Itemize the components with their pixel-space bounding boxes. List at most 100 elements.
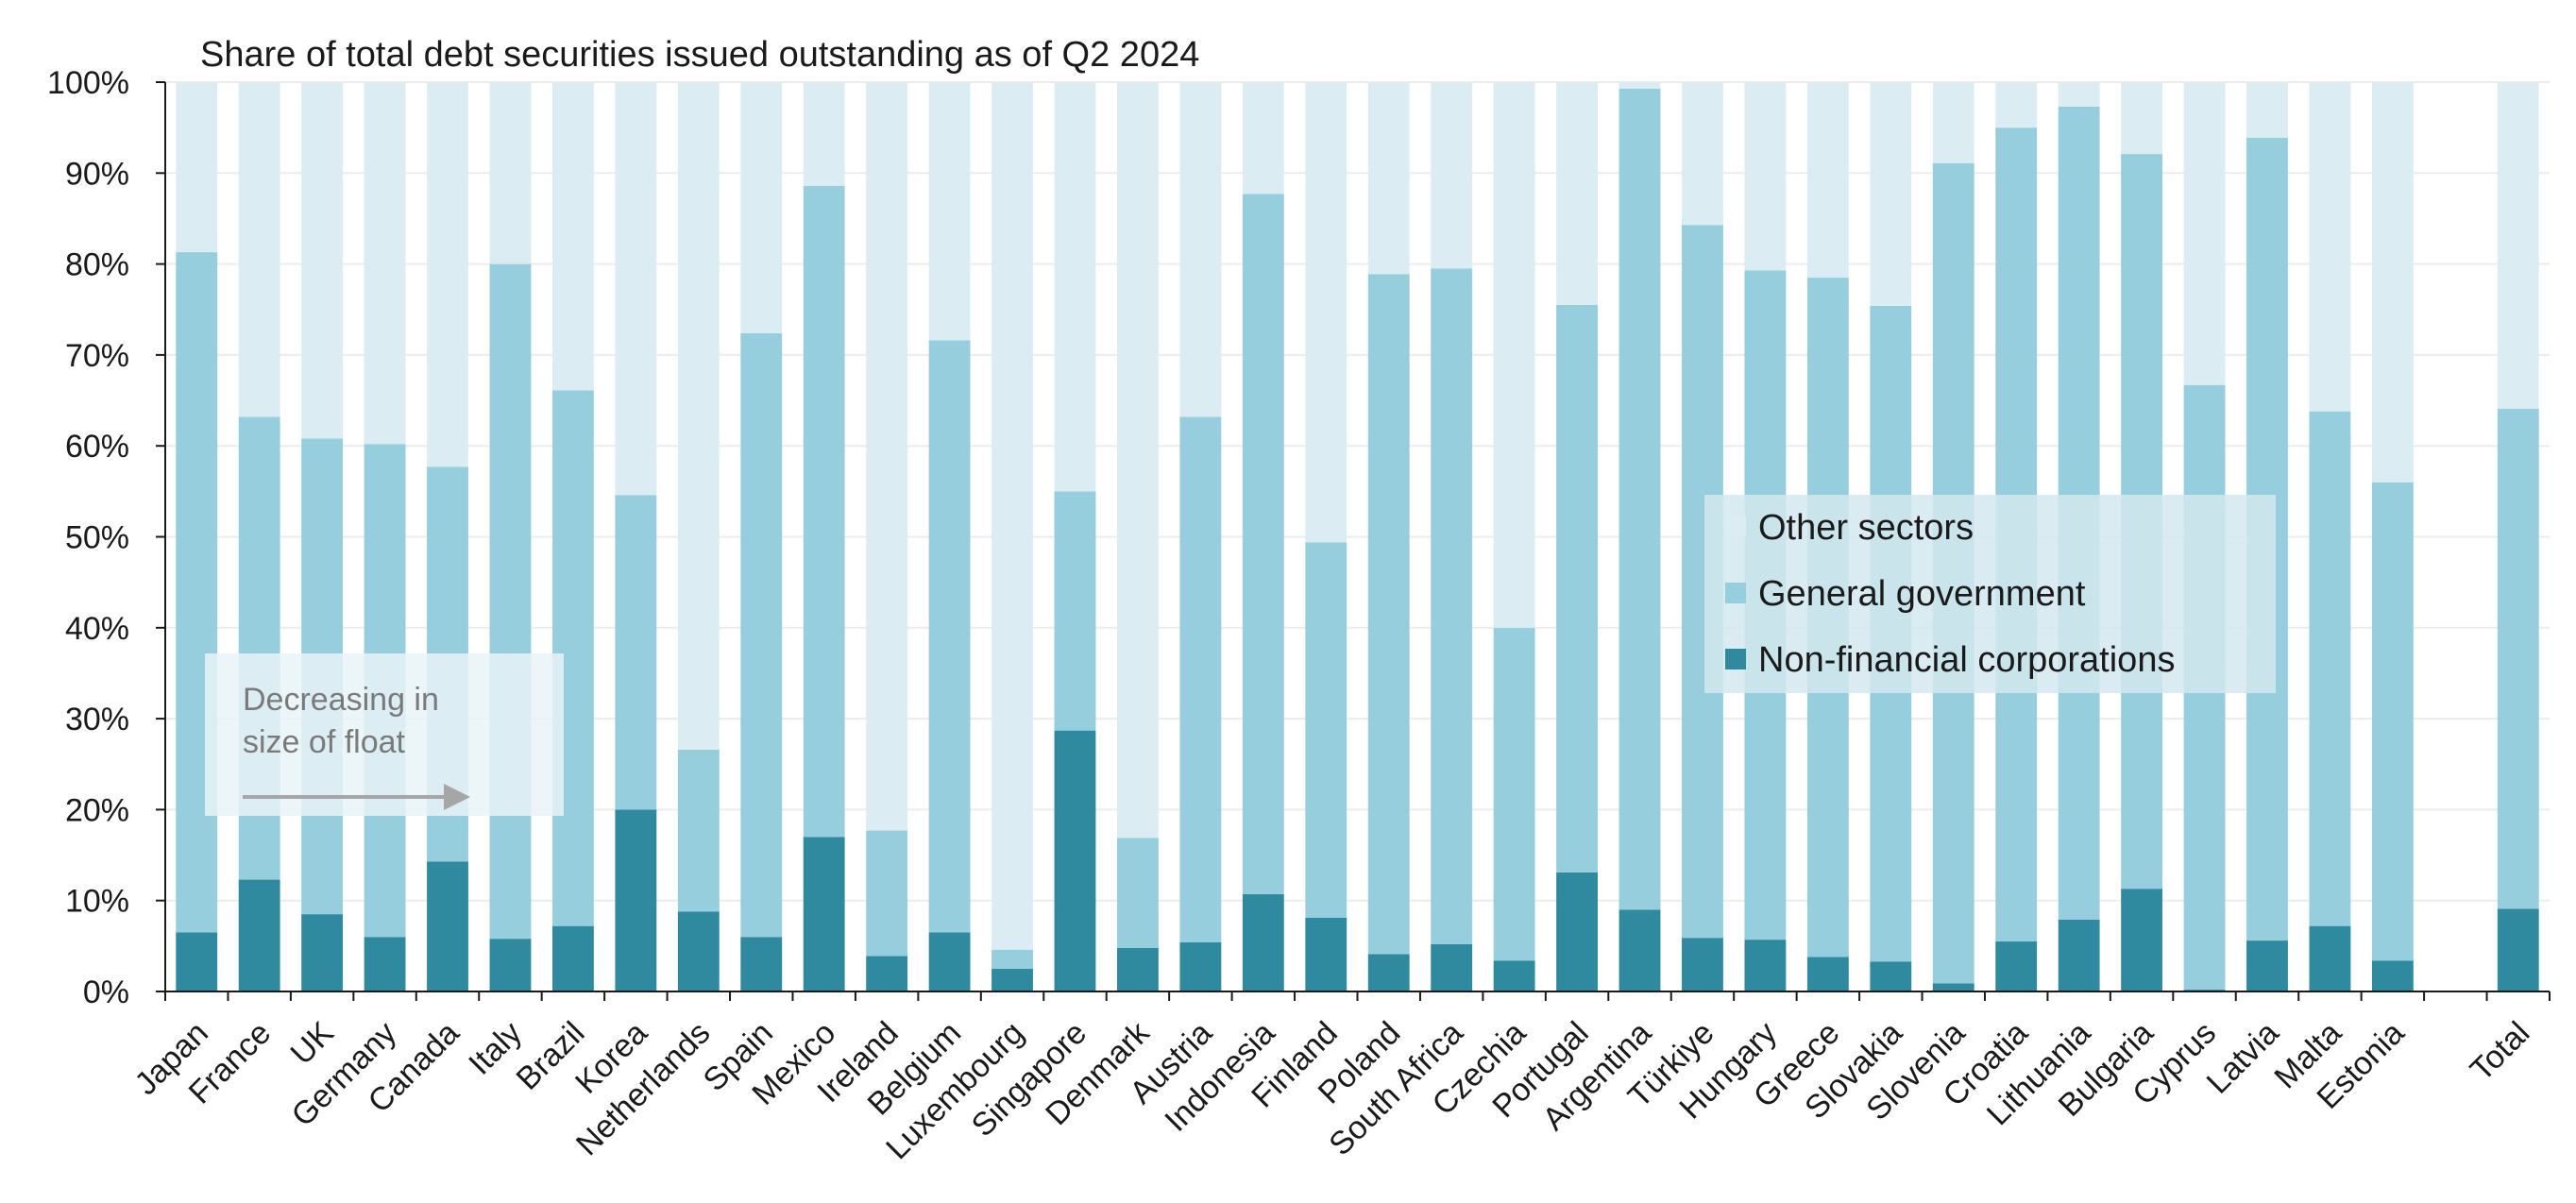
- chart-title: Share of total debt securities issued ou…: [200, 35, 1199, 75]
- bar-slovenia-other-sectors: [1932, 82, 1974, 163]
- bar-croatia-other-sectors: [1995, 82, 2038, 128]
- bar-belgium-general-government: [928, 340, 971, 933]
- bar-total-other-sectors: [2497, 82, 2539, 409]
- bar-slovakia-non-financial-corporations: [1870, 961, 1912, 991]
- bar-portugal-other-sectors: [1556, 82, 1598, 305]
- bar-lithuania-other-sectors: [2058, 82, 2100, 108]
- legend-swatch-other-sectors: [1725, 517, 1746, 537]
- bar-denmark-other-sectors: [1117, 82, 1159, 839]
- bar-hungary-other-sectors: [1744, 82, 1787, 271]
- legend-label-other-sectors: Other sectors: [1758, 508, 1974, 548]
- bar-turkiye-non-financial-corporations: [1682, 938, 1723, 991]
- bar-greece-other-sectors: [1806, 82, 1849, 279]
- bar-south-africa-non-financial-corporations: [1431, 943, 1473, 991]
- bar-finland-other-sectors: [1305, 82, 1347, 543]
- bar-estonia-other-sectors: [2371, 82, 2414, 483]
- bar-italy-general-government: [489, 263, 532, 940]
- bar-indonesia-other-sectors: [1242, 82, 1284, 195]
- bar-indonesia-non-financial-corporations: [1242, 893, 1284, 991]
- annotation-arrow-head: [444, 784, 470, 810]
- bar-uk-non-financial-corporations: [301, 914, 344, 991]
- legend: Other sectors General government Non-fin…: [1704, 495, 2276, 693]
- y-tick-label: 100%: [47, 65, 129, 101]
- bar-japan-other-sectors: [176, 82, 218, 253]
- bar-italy-non-financial-corporations: [489, 939, 532, 991]
- bar-mexico-other-sectors: [803, 82, 845, 186]
- bar-greece-non-financial-corporations: [1806, 957, 1849, 991]
- legend-label-non-financial-corporations: Non-financial corporations: [1758, 640, 2175, 680]
- bar-croatia-non-financial-corporations: [1995, 941, 2038, 991]
- y-tick-label: 80%: [65, 247, 129, 283]
- bar-uk-other-sectors: [301, 82, 344, 439]
- bar-singapore-other-sectors: [1054, 82, 1096, 492]
- x-tick-label-total: Total: [2464, 1015, 2537, 1089]
- bar-ireland-non-financial-corporations: [866, 956, 908, 991]
- legend-swatch-general-government: [1725, 583, 1746, 603]
- y-tick-label: 60%: [65, 429, 129, 465]
- bar-estonia-non-financial-corporations: [2371, 960, 2414, 991]
- legend-label-general-government: General government: [1758, 574, 2086, 614]
- bar-ireland-other-sectors: [866, 82, 908, 831]
- bar-malta-other-sectors: [2309, 82, 2351, 412]
- bar-netherlands-other-sectors: [677, 82, 720, 750]
- bar-poland-other-sectors: [1367, 82, 1410, 275]
- bar-luxembourg-other-sectors: [991, 82, 1033, 950]
- bar-total-general-government: [2497, 408, 2539, 909]
- legend-box: [1704, 495, 2276, 693]
- bar-czechia-general-government: [1493, 627, 1535, 961]
- bar-austria-other-sectors: [1179, 82, 1222, 417]
- bar-south-africa-other-sectors: [1431, 82, 1473, 269]
- bar-netherlands-non-financial-corporations: [677, 911, 720, 991]
- bar-cyprus-other-sectors: [2183, 82, 2226, 385]
- bar-latvia-other-sectors: [2246, 82, 2288, 138]
- bar-germany-other-sectors: [364, 82, 406, 445]
- bar-total-non-financial-corporations: [2497, 908, 2539, 991]
- bar-mexico-non-financial-corporations: [803, 837, 845, 991]
- bar-portugal-general-government: [1556, 304, 1598, 873]
- bar-korea-non-financial-corporations: [615, 809, 657, 991]
- annotation-box: [205, 653, 564, 816]
- bar-finland-general-government: [1305, 542, 1347, 918]
- bar-poland-general-government: [1367, 274, 1410, 955]
- bar-spain-other-sectors: [740, 82, 783, 333]
- bar-canada-other-sectors: [427, 82, 468, 467]
- bar-slovenia-non-financial-corporations: [1932, 983, 1974, 991]
- bar-portugal-non-financial-corporations: [1556, 872, 1598, 991]
- bar-lithuania-non-financial-corporations: [2058, 919, 2100, 991]
- bar-czechia-other-sectors: [1493, 82, 1535, 628]
- bar-finland-non-financial-corporations: [1305, 917, 1347, 991]
- bar-turkiye-other-sectors: [1682, 82, 1723, 226]
- annotation: Decreasing in size of float: [205, 653, 564, 816]
- bar-mexico-general-government: [803, 185, 845, 838]
- bar-netherlands-general-government: [677, 749, 720, 912]
- x-tick-label-latvia: Latvia: [2200, 1015, 2286, 1101]
- bar-brazil-other-sectors: [551, 82, 594, 391]
- bar-italy-other-sectors: [489, 82, 532, 264]
- y-axis-ticks: 0% 10% 20% 30% 40% 50% 60% 70% 80% 90% 100%: [47, 65, 165, 1010]
- bar-japan-general-government: [176, 252, 218, 933]
- bar-france-non-financial-corporations: [238, 879, 280, 991]
- bar-bulgaria-other-sectors: [2121, 82, 2163, 155]
- bar-poland-non-financial-corporations: [1367, 954, 1410, 991]
- bar-hungary-non-financial-corporations: [1744, 940, 1787, 991]
- bar-korea-general-government: [615, 495, 657, 810]
- bar-estonia-general-government: [2371, 482, 2414, 961]
- bar-spain-general-government: [740, 332, 783, 938]
- bar-germany-non-financial-corporations: [364, 937, 406, 991]
- bar-belgium-other-sectors: [928, 82, 971, 341]
- bar-bulgaria-non-financial-corporations: [2121, 889, 2163, 991]
- bar-argentina-non-financial-corporations: [1618, 909, 1661, 991]
- bar-austria-non-financial-corporations: [1179, 941, 1222, 991]
- y-tick-label: 70%: [65, 338, 129, 374]
- bar-czechia-non-financial-corporations: [1493, 960, 1535, 991]
- bar-france-other-sectors: [238, 82, 280, 417]
- y-tick-label: 90%: [65, 156, 129, 192]
- bar-ireland-general-government: [866, 830, 908, 957]
- bar-malta-general-government: [2309, 411, 2351, 926]
- bar-singapore-general-government: [1054, 491, 1096, 731]
- bar-argentina-general-government: [1618, 88, 1661, 910]
- y-tick-label: 20%: [65, 792, 129, 828]
- bar-japan-non-financial-corporations: [176, 932, 218, 991]
- bar-luxembourg-non-financial-corporations: [991, 968, 1033, 991]
